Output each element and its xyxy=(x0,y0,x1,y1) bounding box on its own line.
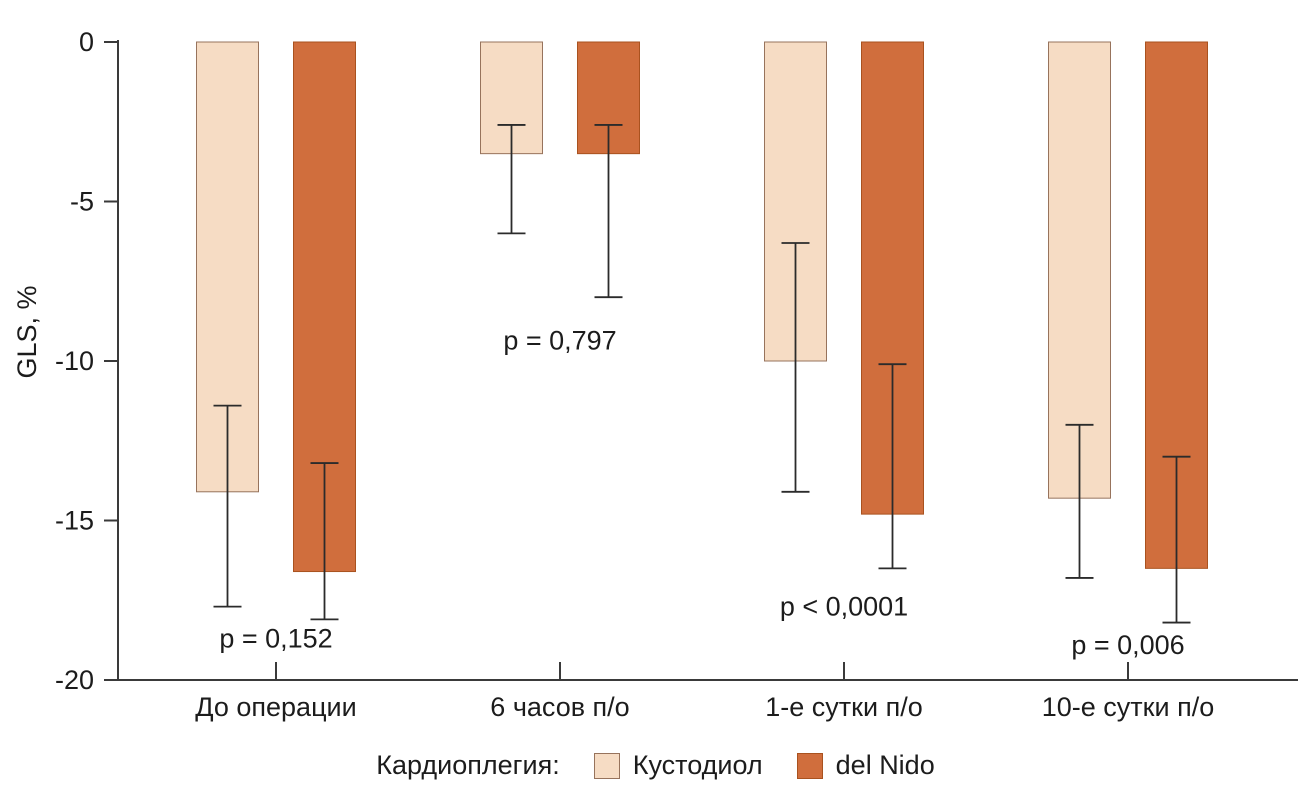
y-axis-title: GLS, % xyxy=(12,285,42,378)
legend-swatch-del-nido xyxy=(796,752,823,779)
y-tick-label: -10 xyxy=(55,346,94,376)
y-tick-label: 0 xyxy=(79,27,94,57)
category-label-1: 6 часов п/о xyxy=(490,692,629,722)
gls-bar-chart: 0 -5 -10 -15 -20 До операции 6 часов п/о 1-е су… xyxy=(12,27,1298,722)
y-tick-label: -20 xyxy=(55,665,94,695)
p-value-label-0: p = 0,152 xyxy=(219,624,332,654)
category-label-0: До операции xyxy=(195,692,356,722)
p-value-label-3: p = 0,006 xyxy=(1071,630,1184,660)
p-value-label-1: p = 0,797 xyxy=(503,325,616,355)
legend-swatch-kustodiol xyxy=(593,752,620,779)
legend-title: Кардиоплегия: xyxy=(376,750,560,780)
legend-item-del-nido: del Nido xyxy=(796,750,935,781)
legend-item-kustodiol: Кустодиол xyxy=(593,750,763,781)
legend-label-del-nido: del Nido xyxy=(835,750,935,780)
category-label-2: 1-е сутки п/о xyxy=(765,692,922,722)
y-tick-label: -15 xyxy=(55,506,94,536)
y-tick-label: -5 xyxy=(70,187,94,217)
p-value-label-2: p < 0,0001 xyxy=(780,592,908,622)
legend-label-kustodiol: Кустодиол xyxy=(632,750,763,780)
chart-legend: Кардиоплегия: Кустодиол del Nido xyxy=(0,750,1311,781)
category-label-3: 10-е сутки п/о xyxy=(1042,692,1214,722)
